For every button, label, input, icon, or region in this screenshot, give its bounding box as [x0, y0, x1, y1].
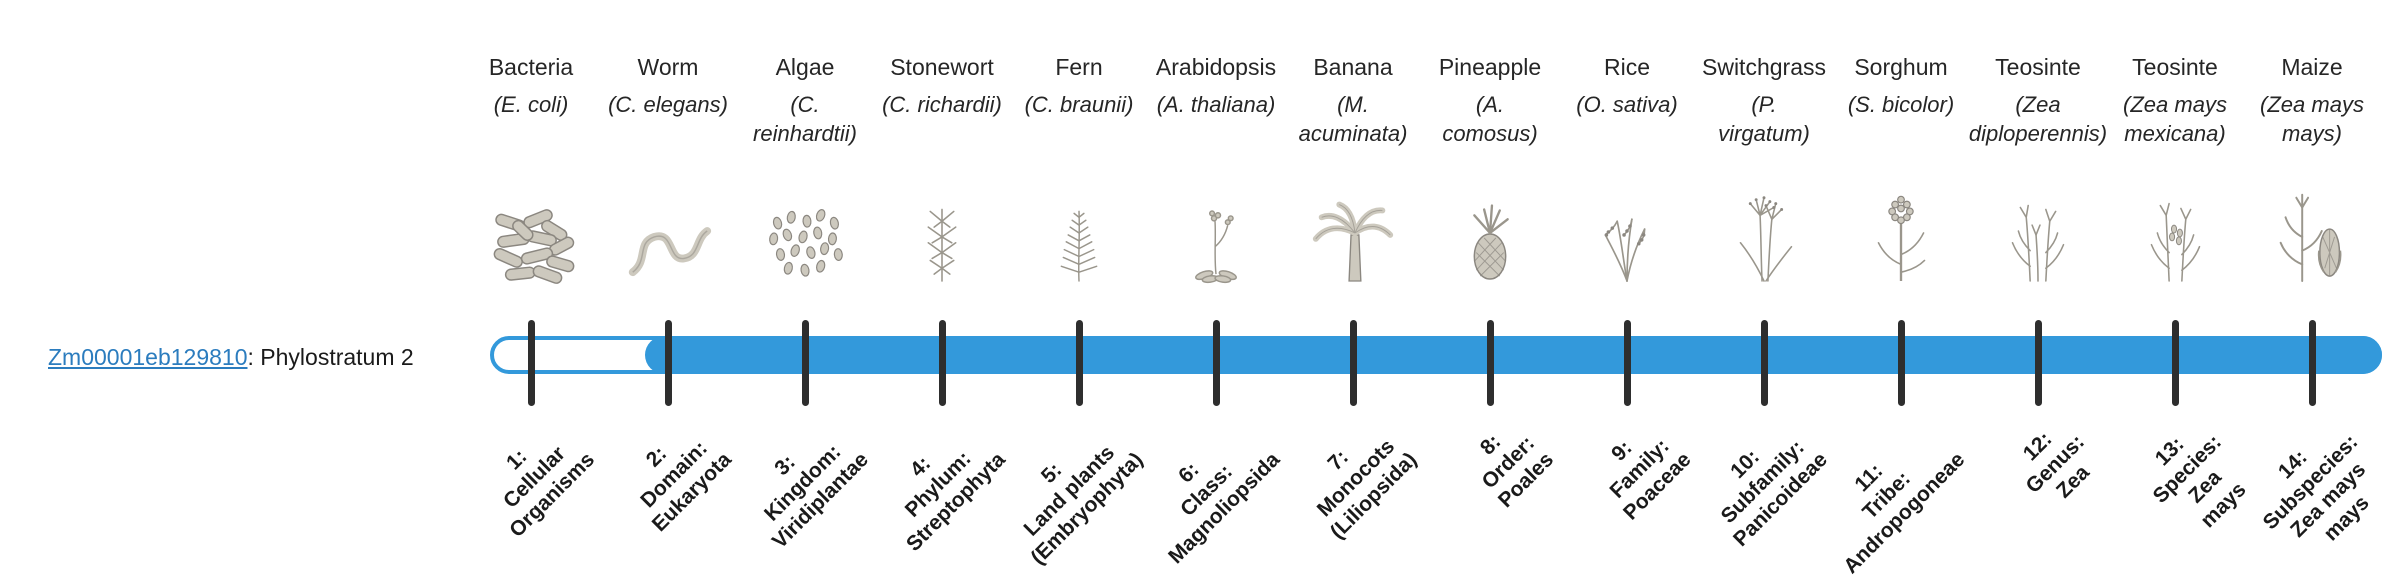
organism-scientific-name: (O. sativa) [1576, 91, 1678, 117]
organism-name: Bacteria [488, 54, 574, 80]
organism-scientific-name: (A. thaliana) [1156, 91, 1276, 117]
phylostratum-tick-5 [1075, 320, 1083, 406]
rice-icon [1578, 178, 1676, 286]
organism-column-3: Algae (C. reinhardtii) [730, 54, 880, 286]
teosinte-icon [1989, 178, 2087, 286]
organism-column-11: Sorghum (S. bicolor) [1826, 54, 1976, 286]
phylostratum-tick-13 [2171, 320, 2179, 406]
organism-column-6: Arabidopsis (A. thaliana) [1141, 54, 1291, 286]
organism-scientific-name: (C. braunii) [1024, 91, 1134, 117]
phylostratum-tick-10 [1760, 320, 1768, 406]
phylostratum-tick-9 [1623, 320, 1631, 406]
phylostratum-tick-3 [801, 320, 809, 406]
phylostratum-tick-12 [2034, 320, 2042, 406]
phylostratum-tick-4 [938, 320, 946, 406]
phylostratum-label-11: 11: Tribe: Andropogoneae [1839, 448, 1970, 579]
organism-scientific-name: (S. bicolor) [1847, 91, 1955, 117]
phylostratum-label-12: 12: Genus: Zea [2018, 427, 2094, 503]
phylostratum-label-4: 4: Phylum: Streptophyta [901, 447, 1011, 557]
organism-name: Sorghum [1854, 54, 1948, 80]
organism-column-5: Fern (C. braunii) [1004, 54, 1154, 286]
timeline-bar-fill [645, 336, 2382, 374]
organism-name: Arabidopsis [1155, 54, 1277, 80]
phylostratum-label-2: 2: Domain: Eukaryota [636, 436, 737, 537]
organism-column-12: Teosinte (Zea diploperennis) [1963, 54, 2113, 286]
organism-scientific-name: (C. elegans) [608, 91, 728, 117]
organism-column-2: Worm (C. elegans) [593, 54, 743, 286]
organism-name: Stonewort [890, 54, 994, 80]
organism-column-4: Stonewort (C. richardii) [867, 54, 1017, 286]
organism-scientific-name: (Zea mays mexicana) [2123, 91, 2227, 147]
phylostratum-label-6: 6: Class: Magnoliopsida [1164, 448, 1285, 569]
worm-icon [619, 178, 717, 286]
phylostratum-label-3: 3: Kingdom: Viridiplantae [760, 440, 874, 554]
organism-scientific-name: (M. acuminata) [1298, 91, 1408, 147]
organism-column-1: Bacteria (E. coli) [456, 54, 606, 286]
organism-scientific-name: (C. richardii) [882, 91, 1002, 117]
phylostratum-label-9: 9: Family: Poaceae [1605, 434, 1696, 525]
organism-column-14: Maize (Zea mays mays) [2237, 54, 2387, 286]
phylostratum-tick-8 [1486, 320, 1494, 406]
organism-scientific-name: (A. comosus) [1442, 91, 1538, 147]
phylostratum-label-8: 8: Order: Poales [1476, 430, 1559, 513]
organism-name: Maize [2281, 54, 2343, 80]
phylostratum-label-1: 1: Cellular Organisms [499, 442, 600, 543]
organism-column-10: Switchgrass (P. virgatum) [1689, 54, 1839, 286]
algae-icon [756, 178, 854, 286]
organism-name: Teosinte [2132, 54, 2218, 80]
phylostratum-label-14: 14: Subspecies: Zea mays mays [2259, 430, 2374, 546]
phylostratum-tick-7 [1349, 320, 1357, 406]
timeline-bar [490, 336, 2382, 374]
organism-name: Banana [1313, 54, 1393, 80]
organism-scientific-name: (Zea diploperennis) [1968, 91, 2108, 147]
organism-name: Teosinte [1995, 54, 2081, 80]
gene-phylostratum-text: : Phylostratum 2 [247, 344, 414, 370]
teosinte-icon-2 [2126, 178, 2224, 286]
gene-label: Zm00001eb129810: Phylostratum 2 [48, 344, 414, 371]
phylostratum-tick-6 [1212, 320, 1220, 406]
organism-name: Rice [1603, 54, 1650, 80]
organism-column-9: Rice (O. sativa) [1552, 54, 1702, 286]
phylostratum-tick-1 [527, 320, 535, 406]
organism-name: Fern [1055, 54, 1103, 80]
organism-name: Pineapple [1438, 54, 1542, 80]
organism-scientific-name: (P. virgatum) [1718, 91, 1810, 147]
switchgrass-icon [1715, 178, 1813, 286]
stonewort-icon [893, 178, 991, 286]
organism-column-8: Pineapple (A. comosus) [1415, 54, 1565, 286]
phylostratum-label-7: 7: Monocots (Liliopsida) [1312, 435, 1422, 544]
arabidopsis-icon [1167, 178, 1265, 286]
organism-scientific-name: (Zea mays mays) [2260, 91, 2364, 147]
gene-id-link[interactable]: Zm00001eb129810 [48, 344, 248, 370]
maize-icon [2263, 178, 2361, 286]
banana-icon [1304, 178, 1402, 286]
organism-name: Worm [637, 54, 699, 80]
pineapple-icon [1441, 178, 1539, 286]
organism-scientific-name: (C. reinhardtii) [753, 91, 857, 147]
phylostratum-label-13: 13: Species: Zea mays [2148, 430, 2250, 532]
sorghum-icon [1852, 178, 1950, 286]
organism-name: Algae [775, 54, 835, 80]
organism-name: Switchgrass [1702, 54, 1826, 80]
phylostratum-tick-14 [2308, 320, 2316, 406]
phylostratum-label-5: 5: Land plants (Embryophyta) [1019, 441, 1148, 570]
bacteria-icon [482, 178, 580, 286]
fern-icon [1030, 178, 1128, 286]
phylostratum-tick-11 [1897, 320, 1905, 406]
phylostratum-tick-2 [664, 320, 672, 406]
organism-column-7: Banana (M. acuminata) [1278, 54, 1428, 286]
organism-column-13: Teosinte (Zea mays mexicana) [2100, 54, 2250, 286]
organism-scientific-name: (E. coli) [493, 91, 569, 117]
